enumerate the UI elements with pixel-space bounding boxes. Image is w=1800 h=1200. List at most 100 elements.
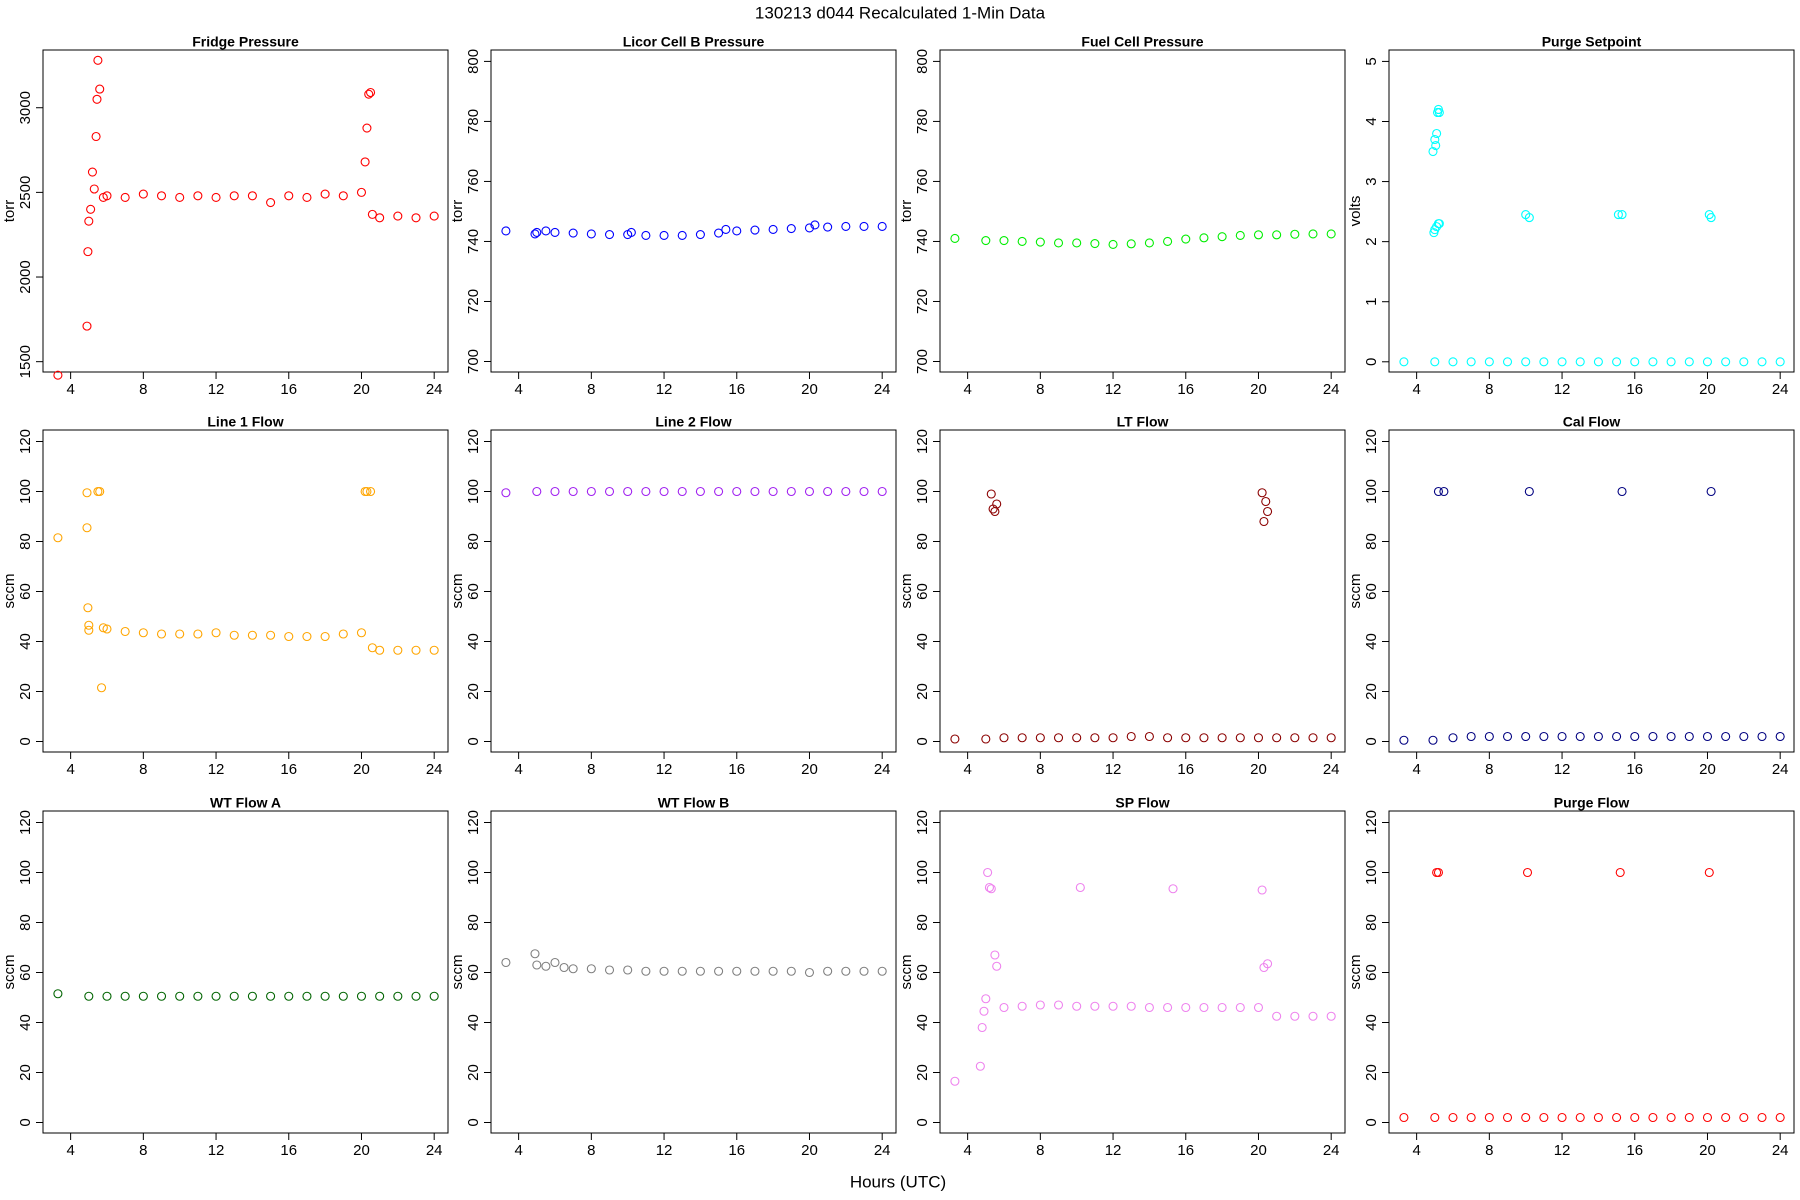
x-tick-label: 4 bbox=[1412, 1142, 1420, 1159]
y-tick-label: 740 bbox=[914, 229, 931, 254]
y-tick-label: 60 bbox=[465, 583, 482, 600]
y-tick-label: 40 bbox=[1363, 633, 1380, 650]
point bbox=[1072, 238, 1082, 248]
point bbox=[1593, 357, 1603, 367]
x-tick-label: 8 bbox=[1485, 381, 1493, 398]
x-tick-label: 4 bbox=[514, 761, 522, 778]
point bbox=[1108, 239, 1118, 250]
point bbox=[375, 645, 385, 655]
point bbox=[1090, 239, 1100, 249]
point bbox=[1199, 733, 1209, 743]
point bbox=[1163, 733, 1173, 743]
point bbox=[1126, 1001, 1136, 1011]
x-tick-label: 4 bbox=[66, 1142, 74, 1159]
x-tick-label: 20 bbox=[1699, 1142, 1716, 1159]
point bbox=[1704, 867, 1714, 878]
point bbox=[362, 486, 372, 497]
x-tick-label: 20 bbox=[801, 381, 818, 398]
plot-frame bbox=[490, 810, 897, 1134]
point bbox=[284, 991, 294, 1001]
point bbox=[714, 228, 724, 238]
point bbox=[211, 991, 221, 1001]
point bbox=[810, 220, 820, 230]
y-tick-label: 100 bbox=[1363, 860, 1380, 885]
y-tick-label: 4 bbox=[1363, 117, 1380, 125]
point bbox=[1721, 1112, 1731, 1123]
point bbox=[95, 486, 105, 497]
x-tick-label: 24 bbox=[874, 1142, 891, 1159]
point bbox=[999, 733, 1009, 743]
y-tick-label: 20 bbox=[914, 1064, 931, 1081]
point bbox=[1235, 733, 1245, 743]
point bbox=[1630, 357, 1640, 367]
point bbox=[1466, 1112, 1476, 1123]
point bbox=[1617, 210, 1627, 220]
point bbox=[532, 486, 542, 497]
point bbox=[950, 734, 960, 744]
point bbox=[362, 123, 372, 133]
point bbox=[1502, 1112, 1513, 1123]
point bbox=[1261, 496, 1271, 507]
y-tick-label: 3 bbox=[1363, 177, 1380, 185]
point bbox=[501, 226, 511, 236]
point bbox=[1217, 1002, 1227, 1013]
x-tick-label: 20 bbox=[1699, 761, 1716, 778]
x-tick-label: 4 bbox=[963, 381, 971, 398]
point bbox=[1253, 733, 1264, 743]
y-tick-label: 60 bbox=[17, 964, 34, 981]
point bbox=[1072, 1001, 1082, 1011]
x-tick-label: 20 bbox=[353, 1142, 370, 1159]
x-tick-label: 16 bbox=[280, 1142, 297, 1159]
point bbox=[1575, 357, 1585, 367]
plot-frame bbox=[1388, 429, 1795, 753]
point bbox=[981, 734, 991, 744]
point bbox=[302, 631, 312, 642]
x-tick-label: 4 bbox=[66, 761, 74, 778]
y-axis-label: sccm bbox=[898, 955, 915, 990]
point bbox=[604, 486, 615, 497]
point bbox=[1053, 238, 1064, 248]
point bbox=[1259, 516, 1269, 527]
x-tick-label: 24 bbox=[1323, 381, 1340, 398]
point bbox=[1308, 229, 1318, 239]
point bbox=[1613, 210, 1623, 220]
y-tick-label: 100 bbox=[914, 860, 931, 885]
point bbox=[721, 224, 731, 235]
point bbox=[211, 192, 221, 203]
point bbox=[623, 965, 633, 975]
point bbox=[175, 192, 185, 203]
point bbox=[266, 197, 276, 208]
point bbox=[1272, 1011, 1282, 1021]
point bbox=[229, 991, 239, 1001]
point bbox=[1721, 731, 1731, 742]
point bbox=[1721, 357, 1731, 367]
point bbox=[768, 966, 778, 976]
point bbox=[120, 626, 130, 637]
point bbox=[1168, 884, 1178, 894]
y-tick-label: 120 bbox=[17, 429, 34, 454]
y-tick-label: 760 bbox=[465, 169, 482, 194]
x-tick-label: 24 bbox=[1323, 1142, 1340, 1159]
x-tick-label: 12 bbox=[1554, 761, 1571, 778]
x-tick-label: 8 bbox=[139, 381, 147, 398]
point bbox=[984, 882, 994, 893]
point bbox=[1775, 1112, 1785, 1123]
point bbox=[1053, 733, 1064, 743]
point bbox=[266, 991, 276, 1001]
point bbox=[695, 966, 705, 976]
x-tick-label: 8 bbox=[1485, 761, 1493, 778]
point bbox=[1706, 486, 1716, 497]
point bbox=[999, 236, 1009, 246]
x-tick-label: 16 bbox=[1177, 1142, 1194, 1159]
panel-title: WT Flow A bbox=[210, 795, 281, 811]
point bbox=[1428, 146, 1438, 157]
point bbox=[1539, 357, 1549, 367]
point bbox=[102, 191, 112, 201]
point bbox=[1466, 357, 1476, 367]
point bbox=[193, 991, 203, 1001]
panel-title: Fridge Pressure bbox=[192, 34, 299, 50]
point bbox=[82, 488, 92, 498]
y-tick-label: 700 bbox=[914, 349, 931, 374]
point bbox=[677, 230, 687, 241]
point bbox=[877, 486, 887, 497]
